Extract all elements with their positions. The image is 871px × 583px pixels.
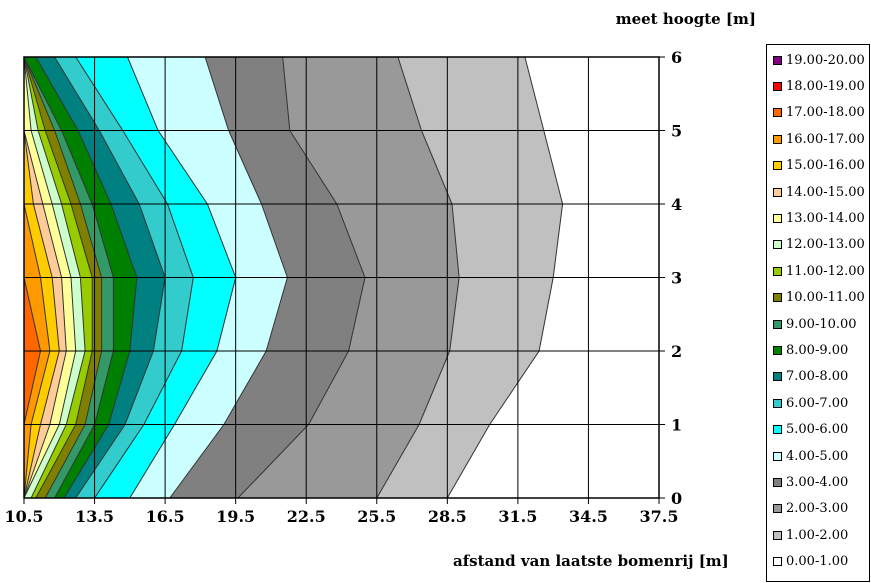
y-tick-label: 6 (671, 48, 682, 67)
legend-item: 11.00-12.00 (773, 262, 865, 280)
x-tick-label: 31.5 (498, 507, 537, 526)
legend-item: 8.00-9.00 (773, 341, 848, 359)
legend-item: 18.00-19.00 (773, 77, 865, 95)
legend-item: 4.00-5.00 (773, 447, 848, 465)
legend-label: 17.00-18.00 (786, 105, 865, 121)
legend-item: 6.00-7.00 (773, 394, 848, 412)
legend-label: 1.00-2.00 (786, 527, 849, 543)
legend-item: 0.00-1.00 (773, 553, 848, 571)
legend-swatch (773, 557, 782, 567)
legend-label: 15.00-16.00 (786, 158, 865, 174)
legend-label: 5.00-6.00 (786, 422, 849, 438)
legend-swatch (773, 187, 782, 197)
legend-swatch (773, 504, 782, 514)
legend-swatch (773, 81, 782, 91)
legend-item: 5.00-6.00 (773, 421, 848, 439)
legend-swatch (773, 240, 782, 250)
legend-swatch (773, 345, 782, 355)
legend-swatch (773, 213, 782, 223)
legend-item: 10.00-11.00 (773, 289, 865, 307)
x-tick-label: 34.5 (569, 507, 608, 526)
legend-swatch (773, 425, 782, 435)
y-tick-label: 0 (671, 489, 682, 508)
legend-item: 1.00-2.00 (773, 526, 848, 544)
x-tick-label: 19.5 (216, 507, 255, 526)
x-tick-label: 22.5 (287, 507, 326, 526)
legend-label: 0.00-1.00 (786, 554, 849, 570)
legend-item: 15.00-16.00 (773, 157, 865, 175)
legend-label: 9.00-10.00 (786, 316, 857, 332)
legend-label: 7.00-8.00 (786, 369, 849, 385)
x-tick-label: 13.5 (75, 507, 114, 526)
legend: 19.00-20.00 18.00-19.00 17.00-18.00 16.00-1… (766, 44, 870, 582)
legend-swatch (773, 161, 782, 171)
legend-item: 13.00-14.00 (773, 209, 865, 227)
legend-label: 19.00-20.00 (786, 52, 865, 68)
x-tick-label: 25.5 (357, 507, 396, 526)
legend-item: 7.00-8.00 (773, 368, 848, 386)
legend-swatch (773, 451, 782, 461)
legend-label: 11.00-12.00 (786, 263, 865, 279)
y-tick-label: 4 (671, 195, 682, 214)
legend-label: 14.00-15.00 (786, 184, 865, 200)
legend-item: 14.00-15.00 (773, 183, 865, 201)
legend-swatch (773, 134, 782, 144)
legend-swatch (773, 319, 782, 329)
legend-label: 13.00-14.00 (786, 210, 865, 226)
y-axis-title: meet hoogte [m] (615, 10, 756, 28)
legend-label: 3.00-4.00 (786, 474, 849, 490)
legend-swatch (773, 530, 782, 540)
x-tick-label: 28.5 (428, 507, 467, 526)
legend-label: 12.00-13.00 (786, 237, 865, 253)
y-tick-label: 1 (671, 416, 682, 435)
legend-swatch (773, 372, 782, 382)
legend-item: 19.00-20.00 (773, 51, 865, 69)
y-tick-label: 3 (671, 269, 682, 288)
legend-swatch (773, 398, 782, 408)
y-tick-label: 2 (671, 342, 682, 361)
legend-label: 8.00-9.00 (786, 342, 849, 358)
legend-item: 17.00-18.00 (773, 104, 865, 122)
y-tick-label: 5 (671, 122, 682, 141)
x-tick-label: 16.5 (146, 507, 185, 526)
x-tick-label: 37.5 (640, 507, 679, 526)
legend-swatch (773, 293, 782, 303)
legend-label: 10.00-11.00 (786, 290, 865, 306)
legend-item: 9.00-10.00 (773, 315, 857, 333)
legend-label: 18.00-19.00 (786, 78, 865, 94)
legend-label: 2.00-3.00 (786, 501, 849, 517)
legend-item: 12.00-13.00 (773, 236, 865, 254)
legend-label: 6.00-7.00 (786, 395, 849, 411)
legend-item: 16.00-17.00 (773, 130, 865, 148)
x-tick-label: 10.5 (5, 507, 44, 526)
legend-item: 2.00-3.00 (773, 500, 848, 518)
legend-label: 4.00-5.00 (786, 448, 849, 464)
legend-swatch (773, 108, 782, 118)
legend-item: 3.00-4.00 (773, 473, 848, 491)
legend-swatch (773, 477, 782, 487)
legend-swatch (773, 55, 782, 65)
legend-swatch (773, 266, 782, 276)
legend-label: 16.00-17.00 (786, 131, 865, 147)
x-axis-title: afstand van laatste bomenrij [m] (453, 552, 729, 570)
